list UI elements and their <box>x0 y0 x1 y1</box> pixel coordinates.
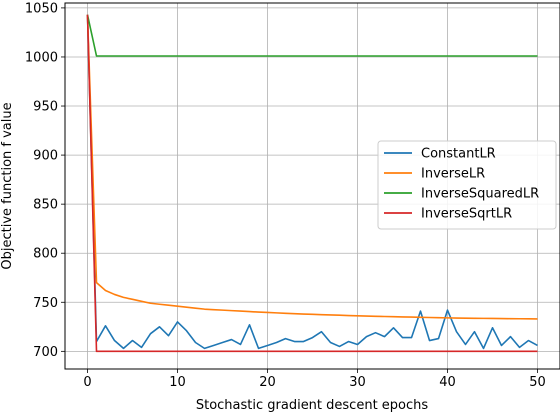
legend-box <box>377 140 557 230</box>
y-tick-label: 850 <box>33 198 58 213</box>
legend: ConstantLR InverseLR InverseSquaredLR Inver… <box>377 140 557 230</box>
y-tick-label: 900 <box>33 149 58 164</box>
plot-frame <box>64 2 560 370</box>
y-tick-label: 1050 <box>25 1 58 16</box>
legend-label-constantlr: ConstantLR <box>421 147 496 162</box>
legend-label-inversesquaredlr: InverseSquaredLR <box>421 187 539 202</box>
series-line-inversesqrtlr <box>86 14 538 353</box>
x-tick-label: 10 <box>169 375 186 390</box>
ticks: 0 10 20 30 40 50 700 750 800 850 900 950 1000 1050 <box>25 1 546 390</box>
legend-label-inverselr: InverseLR <box>421 167 485 182</box>
x-tick-label: 20 <box>259 375 276 390</box>
series-line-constantlr <box>86 14 538 350</box>
y-tick-label: 950 <box>33 100 58 115</box>
y-tick-label: 750 <box>33 296 58 311</box>
y-axis-label: Objective function f value <box>0 102 15 269</box>
series-line-inversesquaredlr <box>86 14 538 57</box>
x-tick-label: 30 <box>349 375 366 390</box>
y-tick-label: 700 <box>33 345 58 360</box>
y-tick-label: 1000 <box>25 50 58 65</box>
series-lines <box>86 14 538 353</box>
x-tick-label: 50 <box>529 375 546 390</box>
series-line-inverselr <box>86 14 538 320</box>
legend-label-inversesqrtlr: InverseSqrtLR <box>421 207 512 222</box>
x-axis-label: Stochastic gradient descent epochs <box>196 398 429 412</box>
x-tick-label: 0 <box>83 375 91 390</box>
y-tick-label: 800 <box>33 247 58 262</box>
x-tick-label: 40 <box>439 375 456 390</box>
